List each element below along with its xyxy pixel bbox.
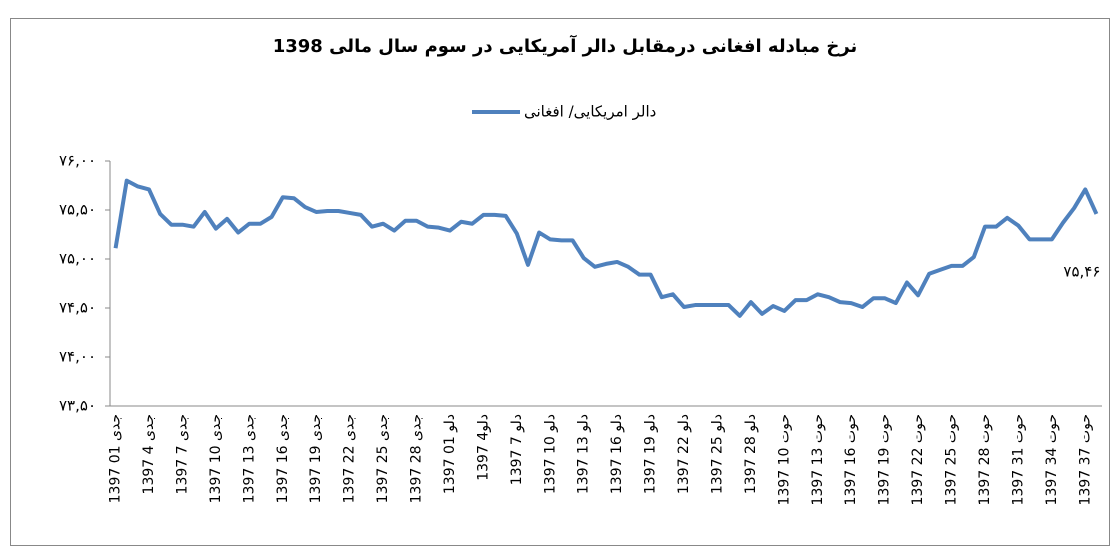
x-tick-label: 1397 حوت 22 [910, 414, 926, 505]
x-tick-label: 1397 حوت 25 [944, 414, 960, 505]
x-tick-label: 1397 جدی 28 [409, 414, 425, 503]
x-tick-label: 1397 حوت 34 [1044, 414, 1060, 505]
x-tick-label: 1397 دلو 22 [676, 414, 692, 494]
x-tick-label: 1397 حوت 31 [1010, 414, 1026, 505]
x-tick-label: 1397 حوت 19 [877, 414, 893, 505]
x-tick-label: 1397 جدی 13 [241, 414, 257, 503]
x-tick-label: 1397 جدی 16 [275, 414, 291, 503]
x-tick-label: 1397 جدی 25 [375, 414, 391, 503]
y-tick-label: ۷۳,۵۰ [59, 397, 96, 415]
y-tick-label: ۷۵,۰۰ [59, 250, 96, 268]
x-tick-label: 1397 دلو 25 [709, 414, 725, 494]
data-label: ۷۵,۴۶ [1063, 262, 1100, 280]
x-tick-label: 1397 دلو 13 [576, 414, 592, 494]
chart-title: نرخ مبادله افغانی درمقابل دالر آمریکایی … [273, 34, 858, 57]
x-tick-label: 1397 دلو 28 [743, 414, 759, 494]
x-tick-label: 1397 جدی 10 [208, 414, 224, 503]
x-tick-label: 1397 حوت 13 [810, 414, 826, 505]
x-tick-label: 1397 حوت 10 [776, 414, 792, 505]
x-tick-label: 1397 جدی 7 [174, 414, 190, 494]
x-tick-label: 1397 دلو 10 [542, 414, 558, 494]
x-tick-label: 1397 جدی 19 [308, 414, 324, 503]
legend-label: دالر امریکایی/ افغانی [524, 103, 656, 121]
x-tick-label: 1397 دلو 16 [609, 414, 625, 494]
y-tick-label: ۷۴,۵۰ [59, 299, 96, 317]
x-tick-label: 1397 دلو 01 [442, 414, 458, 494]
y-tick-label: ۷۶,۰۰ [59, 152, 96, 170]
x-tick-label: 1397 دلو 19 [643, 414, 659, 494]
x-tick-label: 1397 دلو 7 [509, 414, 525, 485]
x-tick-label: 1397 حوت 16 [843, 414, 859, 505]
y-tick-label: ۷۵,۵۰ [59, 201, 96, 219]
data-line [113, 178, 1099, 318]
y-tick-label: ۷۴,۰۰ [59, 348, 96, 366]
x-tick-label: 1397 جدی 01 [108, 414, 124, 503]
x-tick-label: 1397 حوت 37 [1077, 414, 1093, 505]
x-tick-label: 1397 دلو4 [475, 414, 491, 481]
x-tick-label: 1397 جدی 4 [141, 414, 157, 494]
x-tick-label: 1397 جدی 22 [342, 414, 358, 503]
x-tick-label: 1397 حوت 28 [977, 414, 993, 505]
